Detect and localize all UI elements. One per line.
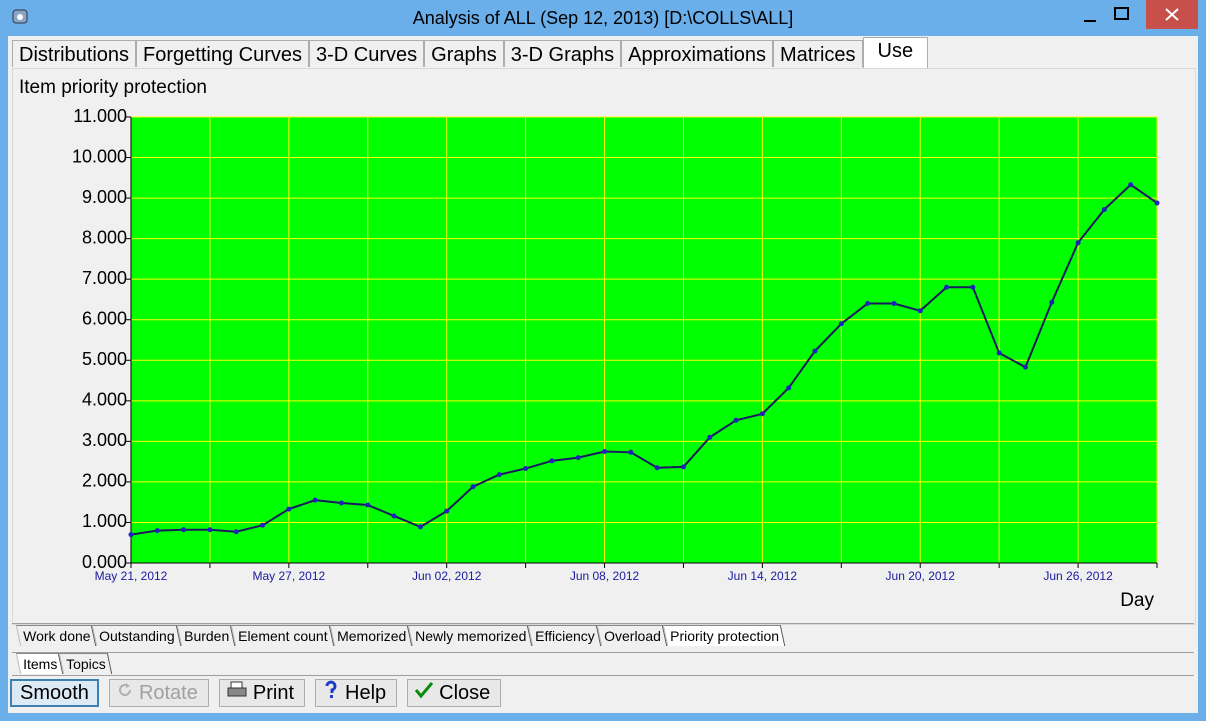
sub-tab-label: Outstanding bbox=[99, 628, 176, 644]
separator bbox=[12, 623, 1194, 624]
button[interactable]: Rotate bbox=[108, 679, 209, 707]
button[interactable]: Help bbox=[315, 679, 398, 707]
tab[interactable]: Graphs bbox=[424, 40, 504, 67]
tab[interactable]: Approximations bbox=[621, 40, 773, 67]
button-icon bbox=[116, 681, 134, 705]
client-area: Distributions Forgetting Curves 3-D Curves… bbox=[8, 36, 1198, 713]
button-label: Help bbox=[345, 681, 387, 704]
sub-tab-label: Topics bbox=[66, 656, 107, 672]
title-bar: Analysis of ALL (Sep 12, 2013) [D:\COLLS… bbox=[0, 0, 1206, 36]
button-label: Print bbox=[252, 681, 294, 704]
sub-tab[interactable]: Memorized bbox=[329, 625, 413, 646]
tab[interactable]: Forgetting Curves bbox=[136, 40, 310, 67]
button-bar: Smooth Rotate Print Help Close bbox=[10, 679, 502, 707]
sub-tab-label: Memorized bbox=[336, 628, 406, 644]
chart-tabs: Work done Outstanding Burden Element count M… bbox=[15, 625, 785, 646]
tab[interactable]: 3-D Curves bbox=[309, 40, 425, 67]
button-icon bbox=[414, 681, 434, 705]
item-tabs: Items Topics bbox=[15, 653, 113, 674]
button-icon bbox=[226, 681, 248, 705]
button[interactable]: Smooth bbox=[10, 679, 99, 707]
sub-tab[interactable]: Priority protection bbox=[662, 625, 785, 646]
button-label: Smooth bbox=[20, 681, 89, 704]
tab[interactable]: Matrices bbox=[772, 40, 863, 67]
separator bbox=[12, 675, 1194, 676]
button[interactable]: Print bbox=[218, 679, 305, 707]
sub-tab-label: Burden bbox=[184, 628, 230, 644]
app-icon bbox=[12, 9, 28, 24]
sub-tab-label: Newly memorized bbox=[414, 628, 527, 644]
tab[interactable]: Distributions bbox=[12, 40, 137, 67]
close-window-button[interactable] bbox=[1146, 0, 1198, 29]
sub-tab-label: Efficiency bbox=[535, 628, 595, 644]
sub-tab-label: Overload bbox=[603, 628, 661, 644]
button-label: Close bbox=[439, 681, 491, 704]
tab[interactable]: Use bbox=[862, 37, 929, 68]
sub-tab[interactable]: Newly memorized bbox=[407, 625, 533, 646]
sub-tab[interactable]: Element count bbox=[230, 625, 334, 646]
sub-tab[interactable]: Items bbox=[15, 653, 64, 674]
tab[interactable]: 3-D Graphs bbox=[503, 40, 622, 67]
sub-tab-label: Items bbox=[23, 656, 58, 672]
tab-strip: Distributions Forgetting Curves 3-D Curves… bbox=[12, 37, 929, 68]
chart-panel bbox=[12, 68, 1196, 625]
sub-tab-label: Priority protection bbox=[669, 628, 779, 644]
window-title: Analysis of ALL (Sep 12, 2013) [D:\COLLS… bbox=[412, 8, 794, 28]
sub-tab-label: Element count bbox=[238, 628, 328, 644]
minimize-button[interactable] bbox=[1080, 8, 1100, 24]
maximize-button[interactable] bbox=[1112, 6, 1132, 24]
sub-tab[interactable]: Burden bbox=[176, 625, 236, 646]
button-icon bbox=[322, 680, 340, 706]
sub-tab[interactable]: Outstanding bbox=[92, 625, 182, 646]
button[interactable]: Close bbox=[407, 679, 502, 707]
sub-tab[interactable]: Overload bbox=[596, 625, 667, 646]
sub-tab[interactable]: Efficiency bbox=[527, 625, 602, 646]
button-label: Rotate bbox=[138, 681, 198, 704]
separator bbox=[12, 652, 1194, 653]
sub-tab[interactable]: Work done bbox=[15, 625, 97, 646]
sub-tab[interactable]: Topics bbox=[59, 653, 113, 674]
sub-tab-label: Work done bbox=[23, 628, 91, 644]
